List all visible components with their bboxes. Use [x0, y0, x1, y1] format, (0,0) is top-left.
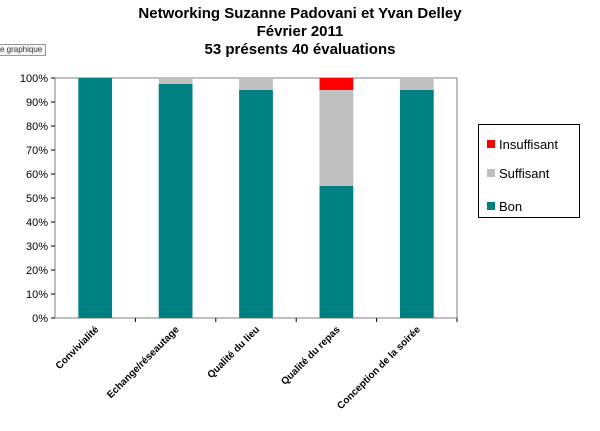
bar-segment-suffisant: [319, 90, 354, 186]
chart-tab-label[interactable]: e graphique: [0, 44, 47, 56]
bar-segment-suffisant: [239, 78, 273, 90]
legend-label-bon: Bon: [499, 198, 523, 214]
bar-segment-bon: [158, 84, 193, 318]
y-tick-label: 60%: [26, 169, 48, 181]
bar-segment-insuffisant: [319, 78, 354, 90]
y-tick-label: 100%: [20, 73, 48, 85]
x-category-label: Conception de la soirée: [335, 324, 423, 412]
y-tick-label: 10%: [26, 289, 48, 301]
y-axis: 0% 10% 20% 30% 40% 50% 60% 70% 80% 90% 100%: [20, 73, 55, 325]
legend-swatch-insuffisant: [487, 140, 495, 148]
bar-segment-bon: [399, 90, 434, 318]
legend-item-bon: Bon: [487, 198, 522, 214]
legend-swatch-bon: [487, 202, 495, 210]
chart-title-line-1: Networking Suzanne Padovani et Yvan Dell…: [138, 5, 462, 22]
legend-swatch-suffisant: [487, 169, 495, 177]
y-tick-label: 0%: [32, 313, 48, 325]
legend-label-suffisant: Suffisant: [499, 165, 550, 181]
x-category-label: Echange/réseautage: [105, 324, 182, 401]
x-category-label: Qualité du lieu: [206, 324, 263, 381]
x-axis: Convivialité Echange/réseautage Qualité du…: [54, 318, 458, 412]
y-tick-label: 70%: [26, 145, 48, 157]
legend-item-suffisant: Suffisant: [487, 165, 549, 181]
x-category-label: Qualité du repas: [279, 324, 342, 387]
chart-title-line-2: Février 2011: [256, 23, 344, 40]
x-category-label: Convivialité: [54, 324, 102, 372]
legend-item-insuffisant: Insuffisant: [487, 136, 558, 152]
bar-segment-suffisant: [158, 78, 193, 84]
bar-segment-suffisant: [399, 78, 434, 90]
bar-segment-bon: [78, 78, 113, 318]
y-tick-label: 20%: [26, 265, 48, 277]
y-tick-label: 40%: [26, 217, 48, 229]
y-tick-label: 80%: [26, 121, 48, 133]
legend: Insuffisant Suffisant Bon: [478, 124, 580, 218]
bar-segment-bon: [239, 90, 273, 318]
chart-title-line-3: 53 présents 40 évaluations: [204, 41, 396, 58]
bar-segment-bon: [319, 186, 354, 318]
legend-label-insuffisant: Insuffisant: [499, 136, 559, 152]
bars-group: [78, 78, 434, 318]
chart-title: Networking Suzanne Padovani et Yvan Dell…: [0, 5, 600, 59]
y-tick-label: 90%: [26, 97, 48, 109]
y-tick-label: 30%: [26, 241, 48, 253]
y-tick-label: 50%: [26, 193, 48, 205]
